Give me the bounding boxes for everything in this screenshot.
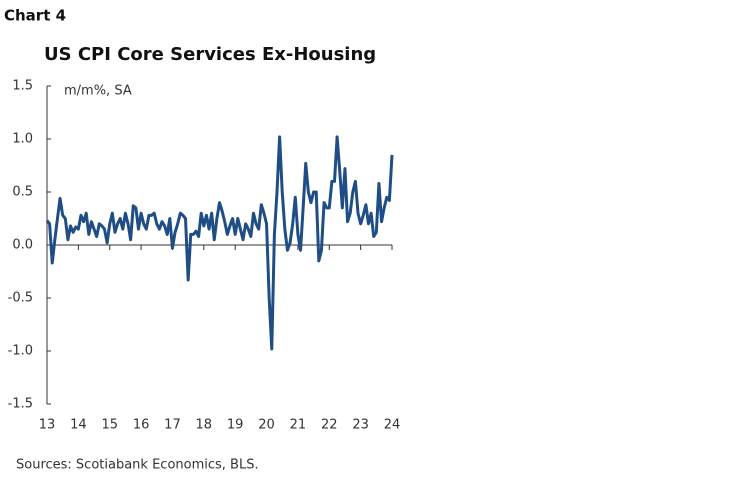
x-tick-label: 13 (39, 418, 56, 433)
chart-title: US CPI Core Services Ex-Housing (44, 44, 376, 65)
x-tick-label: 17 (164, 418, 181, 433)
source-note: Sources: Scotiabank Economics, BLS. (16, 458, 259, 473)
y-tick-label: 0.5 (12, 185, 33, 200)
x-tick-label: 16 (133, 418, 150, 433)
x-tick-label: 15 (101, 418, 118, 433)
x-tick-label: 18 (196, 418, 213, 433)
y-tick-label: -0.5 (8, 291, 33, 306)
chart-label: Chart 4 (4, 7, 66, 25)
x-tick-label: 21 (290, 418, 307, 433)
series-line (45, 135, 394, 351)
y-tick-label: 0.0 (12, 238, 33, 253)
y-tick-label: -1.0 (8, 344, 33, 359)
x-tick-label: 23 (352, 418, 369, 433)
y-tick-label: 1.5 (12, 79, 33, 94)
y-tick-label: 1.0 (12, 132, 33, 147)
x-tick-label: 20 (258, 418, 275, 433)
x-tick-label: 14 (70, 418, 87, 433)
x-tick-label: 24 (384, 418, 401, 433)
x-tick-label: 19 (227, 418, 244, 433)
y-tick-label: -1.5 (8, 397, 33, 412)
x-tick-label: 22 (321, 418, 338, 433)
y-axis-label: m/m%, SA (64, 84, 132, 99)
